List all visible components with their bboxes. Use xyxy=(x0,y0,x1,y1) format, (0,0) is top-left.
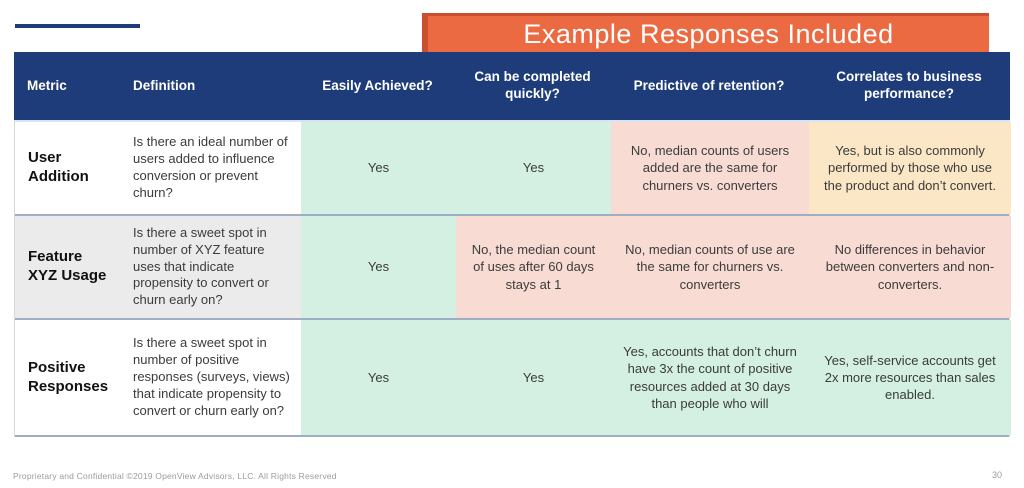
table-body: User Addition Is there an ideal number o… xyxy=(14,122,1011,437)
answer-cell: Yes xyxy=(456,122,611,214)
answer-cell: Yes, but is also commonly performed by t… xyxy=(809,122,1011,214)
header-cell-definition: Definition xyxy=(133,77,196,93)
page-number: 30 xyxy=(991,470,1002,480)
answer-cell: Yes, self-service accounts get 2x more r… xyxy=(809,320,1011,435)
slide-title: Example Responses Included xyxy=(523,18,894,49)
accent-line xyxy=(15,24,140,28)
title-banner: Example Responses Included xyxy=(422,13,989,52)
metric-cell: Feature XYZ Usage xyxy=(15,216,121,318)
answer-cell: No differences in behavior between conve… xyxy=(809,216,1011,318)
header-cell-correlates-business: Correlates to business performance? xyxy=(836,69,982,101)
answer-cell: No, median counts of users added are the… xyxy=(611,122,809,214)
table-header-row: Metric Definition Easily Achieved? Can b… xyxy=(14,52,1010,122)
definition-cell: Is there an ideal number of users added … xyxy=(121,122,301,214)
answer-cell: Yes xyxy=(456,320,611,435)
header-cell-easily-achieved: Easily Achieved? xyxy=(322,77,433,93)
metric-cell: Positive Responses xyxy=(15,320,121,435)
title-banner-face: Example Responses Included xyxy=(428,16,989,52)
header-cell-completed-quickly: Can be completed quickly? xyxy=(474,69,591,101)
answer-cell: Yes xyxy=(301,122,456,214)
table-row-positive-responses: Positive Responses Is there a sweet spot… xyxy=(15,320,1011,437)
copyright-text: Proprietary and Confidential ©2019 OpenV… xyxy=(13,471,337,481)
answer-cell: Yes, accounts that don’t churn have 3x t… xyxy=(611,320,809,435)
definition-cell: Is there a sweet spot in number of posit… xyxy=(121,320,301,435)
metric-cell: User Addition xyxy=(15,122,121,214)
header-cell-metric: Metric xyxy=(27,77,67,93)
answer-cell: No, median counts of use are the same fo… xyxy=(611,216,809,318)
metrics-table: Metric Definition Easily Achieved? Can b… xyxy=(14,52,1011,437)
header-cell-predictive-retention: Predictive of retention? xyxy=(633,77,785,93)
answer-cell: Yes xyxy=(301,216,456,318)
definition-cell: Is there a sweet spot in number of XYZ f… xyxy=(121,216,301,318)
answer-cell: No, the median count of uses after 60 da… xyxy=(456,216,611,318)
table-row-feature-xyz-usage: Feature XYZ Usage Is there a sweet spot … xyxy=(15,216,1011,320)
answer-cell: Yes xyxy=(301,320,456,435)
table-row-user-addition: User Addition Is there an ideal number o… xyxy=(15,122,1011,216)
